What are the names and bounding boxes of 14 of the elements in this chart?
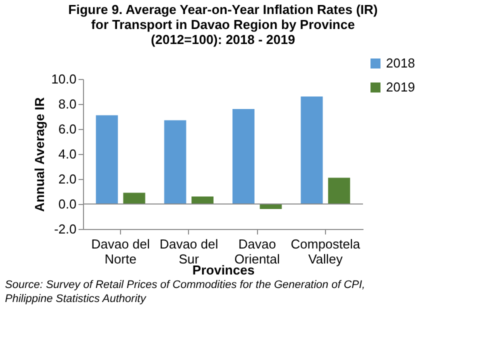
chart-title: Figure 9. Average Year-on-Year Inflation Rates (IR) for Transport in Davao Region by Province (2012=100): 2018 - 2019 bbox=[68, 2, 378, 47]
y-tick-label: 6.0 bbox=[58, 122, 76, 136]
legend-label: 2018 bbox=[386, 56, 415, 70]
y-tick-label: 4.0 bbox=[58, 146, 76, 162]
x-tick-label: Compostela Valley bbox=[290, 236, 361, 266]
source-note: Source: Survey of Retail Prices of Commodities for the Generation of CPI, Philippine Statistics Authority bbox=[5, 279, 366, 305]
x-tick-label: Davao del Norte bbox=[91, 236, 150, 266]
y-tick-label: 2.0 bbox=[58, 172, 76, 186]
y-tick-label: 0.0 bbox=[58, 196, 76, 212]
legend-label: 2019 bbox=[386, 80, 415, 94]
y-tick-label: -2.0 bbox=[54, 222, 76, 236]
y-axis-title: Annual Average IR bbox=[32, 96, 48, 212]
y-tick-label: 10.0 bbox=[51, 72, 76, 86]
y-tick-label: 8.0 bbox=[58, 96, 76, 112]
